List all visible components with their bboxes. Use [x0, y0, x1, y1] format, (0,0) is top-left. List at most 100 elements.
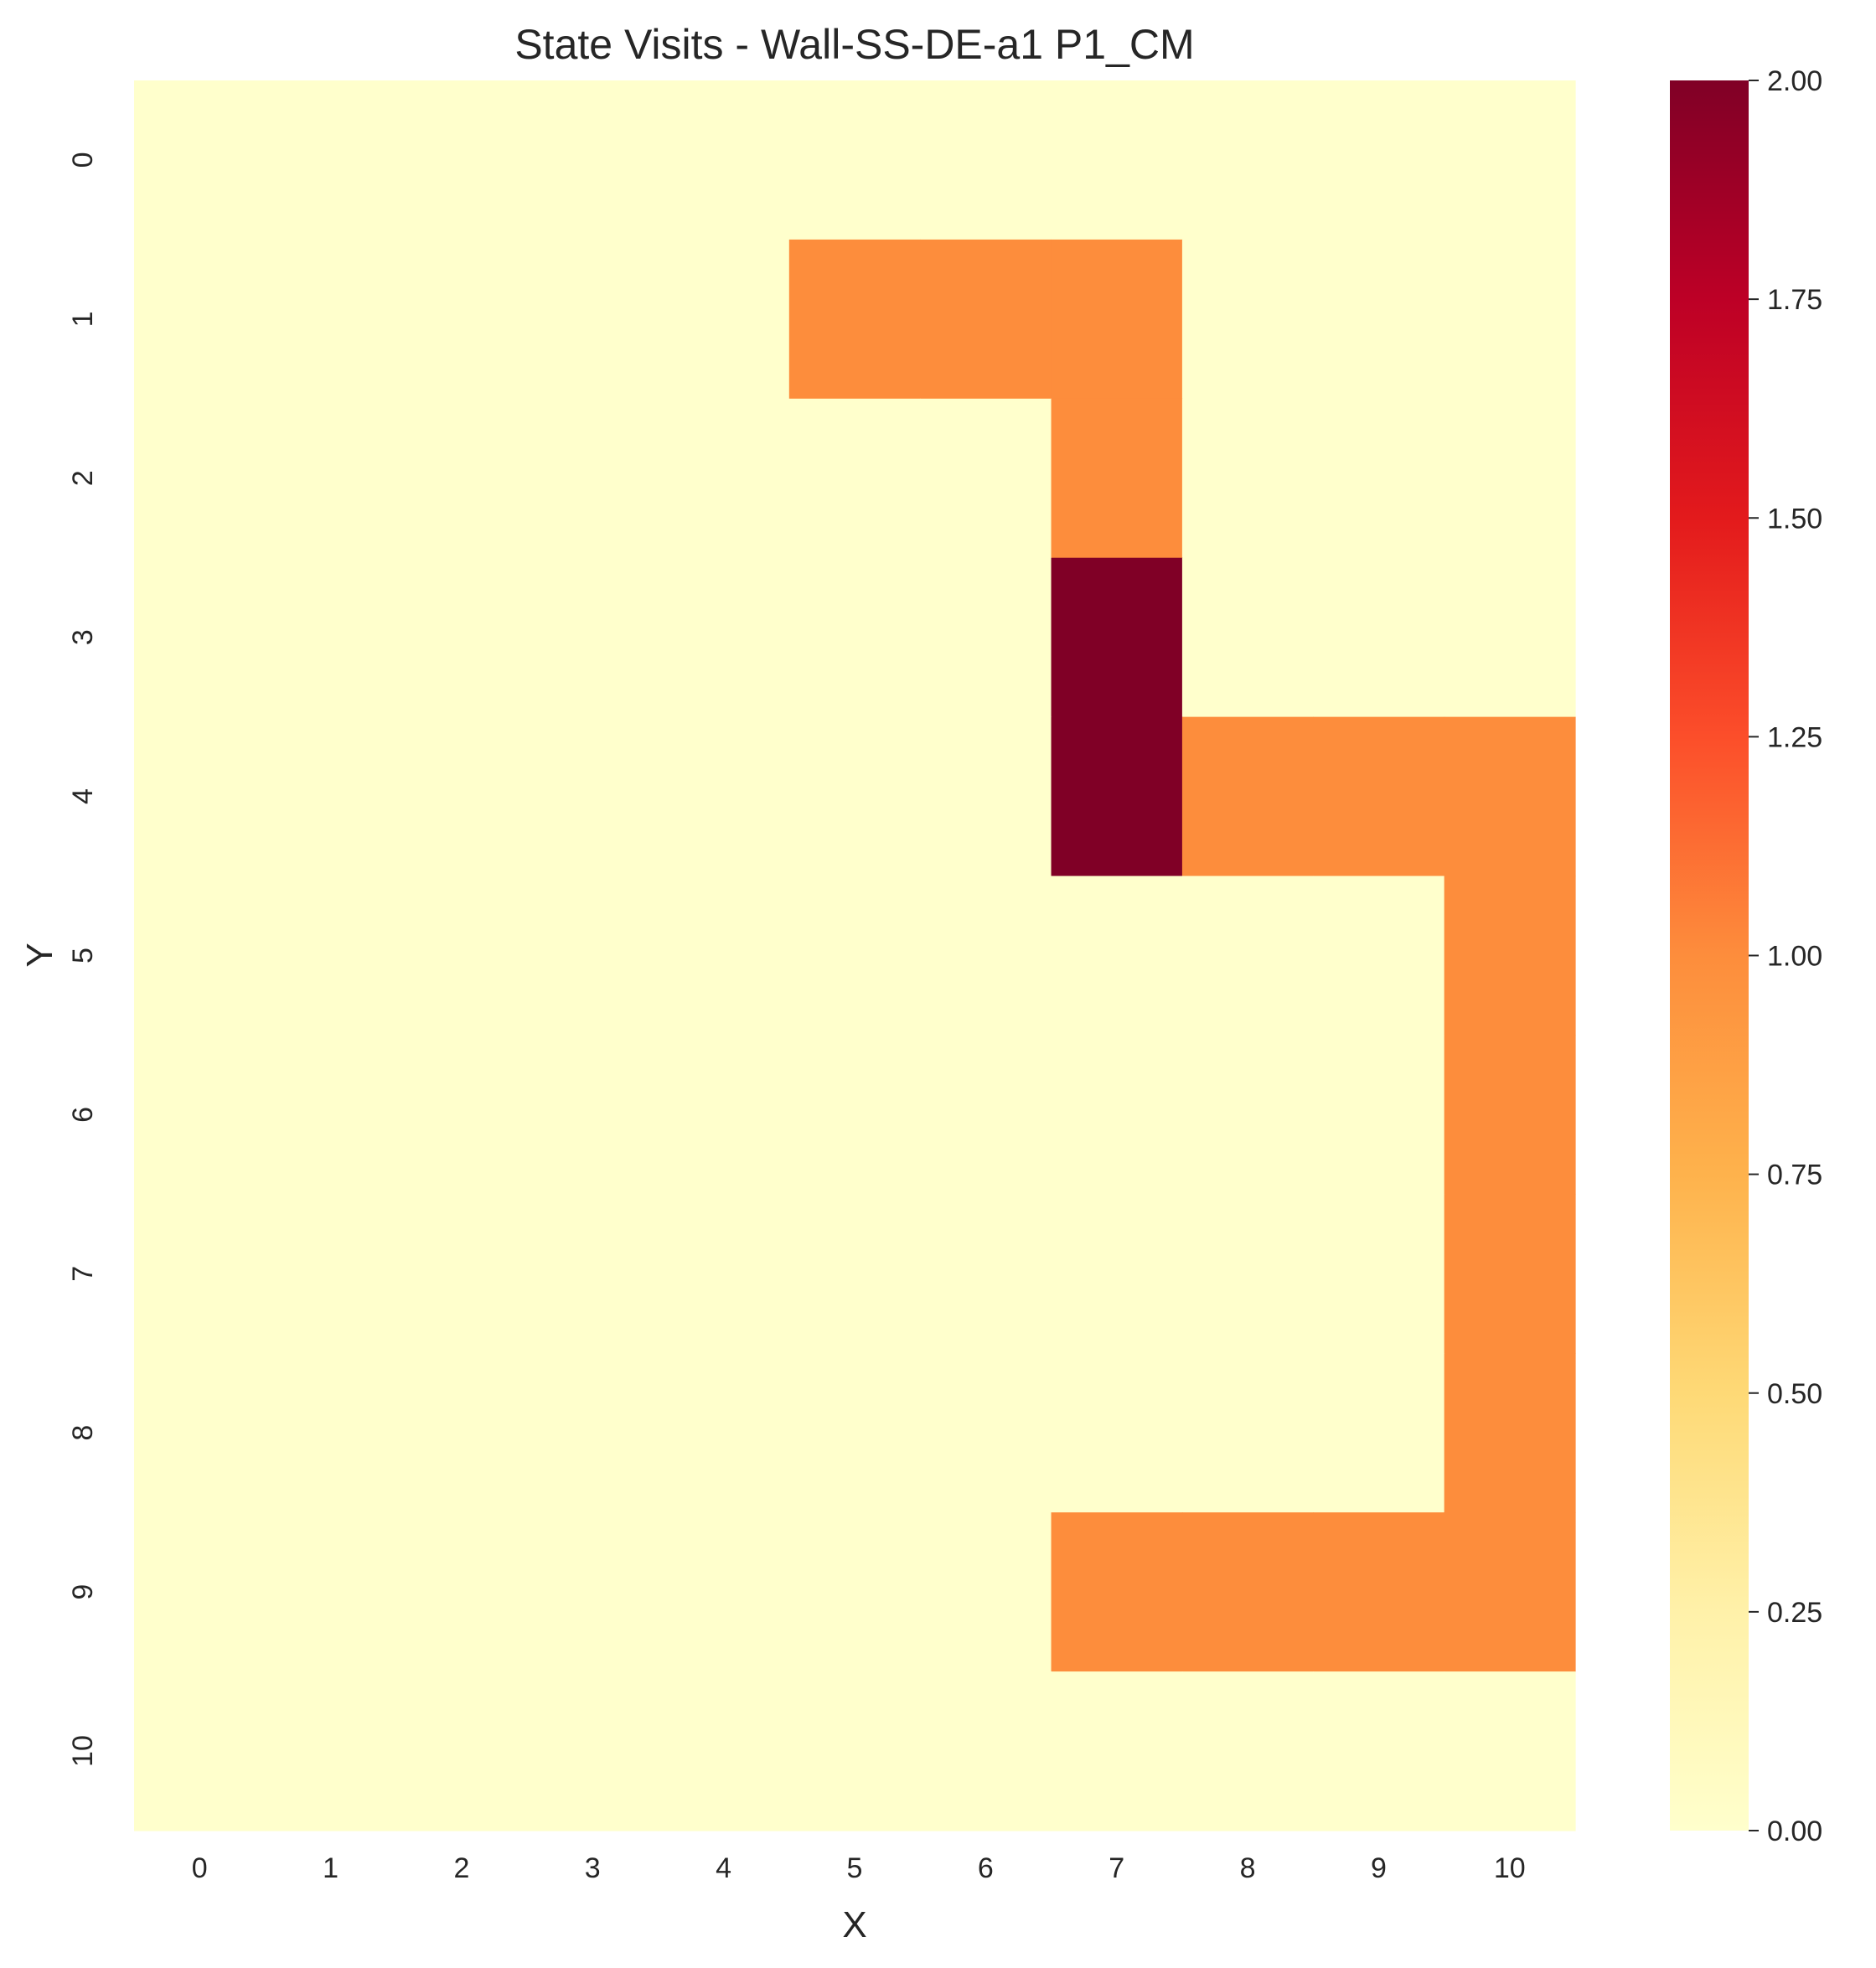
heatmap-cell — [788, 1194, 921, 1354]
y-tick-label: 3 — [67, 629, 99, 645]
heatmap-cell — [1181, 1353, 1314, 1513]
heatmap-cell — [527, 716, 659, 877]
heatmap-cell — [1181, 1512, 1314, 1672]
heatmap-cell — [658, 1671, 790, 1831]
heatmap-cell — [265, 1671, 397, 1831]
heatmap-cells — [134, 80, 1576, 1831]
heatmap-cell — [920, 716, 1052, 877]
heatmap-cell — [788, 557, 921, 718]
heatmap-cell — [395, 557, 528, 718]
heatmap-cell — [1181, 1035, 1314, 1195]
heatmap-cell — [265, 1194, 397, 1354]
heatmap-cell — [920, 1194, 1052, 1354]
heatmap-cell — [788, 80, 921, 240]
chart-title: State Visits - Wall-SS-DE-a1 P1_CM — [514, 21, 1194, 68]
heatmap-cell — [1181, 239, 1314, 400]
y-tick-label: 1 — [67, 311, 99, 327]
x-axis-label: X — [842, 1904, 866, 1945]
heatmap-cell — [395, 1671, 528, 1831]
heatmap-cell — [1051, 80, 1183, 240]
heatmap-cell — [920, 239, 1052, 400]
heatmap-cell — [658, 1512, 790, 1672]
heatmap-cell — [134, 1353, 266, 1513]
heatmap-cell — [265, 716, 397, 877]
heatmap-cell — [527, 398, 659, 559]
x-tick-label: 3 — [585, 1852, 601, 1884]
heatmap-cell — [1313, 1035, 1445, 1195]
heatmap-cell — [1313, 1512, 1445, 1672]
heatmap-cell — [134, 1194, 266, 1354]
heatmap-cell — [1313, 716, 1445, 877]
heatmap-cell — [134, 398, 266, 559]
y-tick-label: 6 — [67, 1107, 99, 1123]
heatmap-cell — [658, 557, 790, 718]
colorbar-tick-label: 1.75 — [1767, 284, 1822, 316]
heatmap-cell — [1444, 876, 1576, 1036]
heatmap-cell — [395, 1035, 528, 1195]
heatmap-cell — [1313, 398, 1445, 559]
heatmap-cell — [527, 1194, 659, 1354]
heatmap-cell — [788, 876, 921, 1036]
heatmap-cell — [1444, 398, 1576, 559]
x-tick-label: 10 — [1494, 1852, 1526, 1884]
heatmap-cell — [920, 1353, 1052, 1513]
heatmap-cell — [527, 876, 659, 1036]
heatmap-cell — [1313, 1353, 1445, 1513]
heatmap-cell — [134, 1035, 266, 1195]
heatmap-cell — [1181, 716, 1314, 877]
colorbar-gradient — [1670, 80, 1749, 1831]
heatmap-cell — [1181, 557, 1314, 718]
heatmap-cell — [265, 398, 397, 559]
heatmap-cell — [788, 716, 921, 877]
heatmap-cell — [1444, 1671, 1576, 1831]
heatmap-cell — [527, 239, 659, 400]
y-tick-label: 2 — [67, 470, 99, 486]
heatmap-cell — [1444, 557, 1576, 718]
heatmap-cell — [1051, 398, 1183, 559]
heatmap-cell — [134, 716, 266, 877]
heatmap-cell — [1313, 557, 1445, 718]
x-tick-label: 5 — [847, 1852, 863, 1884]
colorbar-tick-label: 0.00 — [1767, 1816, 1822, 1847]
heatmap-cell — [265, 557, 397, 718]
colorbar: 0.00 0.25 0.50 0.75 1.00 1.25 1.50 1.75 2.00 — [1670, 65, 1822, 1847]
colorbar-tick-label: 1.25 — [1767, 721, 1822, 753]
heatmap-cell — [265, 80, 397, 240]
y-tick-label: 9 — [67, 1584, 99, 1600]
heatmap-cell — [658, 1353, 790, 1513]
heatmap-cell — [134, 1671, 266, 1831]
heatmap-cell — [395, 239, 528, 400]
heatmap-cell — [658, 1194, 790, 1354]
heatmap-cell — [265, 1353, 397, 1513]
heatmap-cell — [658, 1035, 790, 1195]
heatmap-cell — [395, 876, 528, 1036]
colorbar-tick-label: 2.00 — [1767, 65, 1822, 97]
heatmap-cell — [265, 876, 397, 1036]
heatmap-cell — [1313, 1194, 1445, 1354]
heatmap-cell — [1444, 716, 1576, 877]
x-tick-label: 9 — [1371, 1852, 1387, 1884]
x-tick-label: 2 — [453, 1852, 469, 1884]
heatmap-cell — [1051, 557, 1183, 718]
heatmap-cell — [920, 1671, 1052, 1831]
x-tick-label: 0 — [192, 1852, 208, 1884]
heatmap-cell — [134, 876, 266, 1036]
heatmap-cell — [1181, 1194, 1314, 1354]
heatmap-cell — [1051, 1353, 1183, 1513]
heatmap-cell — [395, 1353, 528, 1513]
heatmap-cell — [395, 398, 528, 559]
heatmap-cell — [920, 80, 1052, 240]
heatmap-cell — [265, 239, 397, 400]
heatmap-cell — [527, 1353, 659, 1513]
heatmap-cell — [788, 398, 921, 559]
heatmap-cell — [134, 80, 266, 240]
heatmap-cell — [1051, 1671, 1183, 1831]
heatmap-cell — [658, 876, 790, 1036]
y-axis-label: Y — [19, 943, 60, 967]
heatmap-cell — [920, 557, 1052, 718]
x-tick-label: 8 — [1240, 1852, 1256, 1884]
heatmap-cell — [1051, 1035, 1183, 1195]
colorbar-tick-label: 0.75 — [1767, 1160, 1822, 1191]
heatmap-cell — [1313, 876, 1445, 1036]
heatmap-cell — [1444, 1035, 1576, 1195]
